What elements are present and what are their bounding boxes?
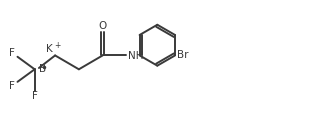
- Text: Br: Br: [177, 50, 188, 60]
- Text: K: K: [46, 44, 53, 54]
- Text: B: B: [39, 64, 47, 74]
- Text: O: O: [98, 21, 107, 31]
- Text: F: F: [9, 48, 15, 58]
- Text: +: +: [54, 41, 61, 50]
- Text: F: F: [32, 91, 38, 101]
- Text: F: F: [9, 81, 15, 91]
- Text: NH: NH: [128, 51, 143, 61]
